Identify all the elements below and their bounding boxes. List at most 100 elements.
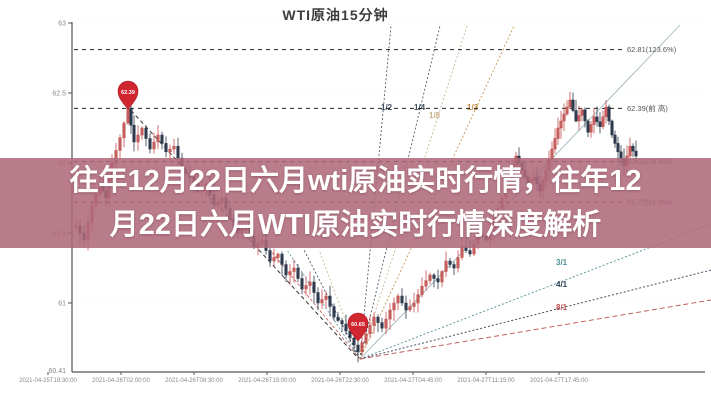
candle-body <box>132 124 136 143</box>
gann-ray <box>269 249 361 360</box>
candle-body <box>288 271 292 276</box>
x-tick-label: 2021-04-26T02:00:00 <box>92 378 150 384</box>
candle-body <box>565 106 569 115</box>
candle-body <box>292 267 296 272</box>
candle-body <box>468 250 472 255</box>
candle-body <box>592 116 596 125</box>
candle-body <box>276 253 280 258</box>
x-tick-label: 2021-04-27T17:45:00 <box>530 378 588 384</box>
candle-body <box>340 320 344 325</box>
candle-body <box>168 148 172 153</box>
gann-label: 4/1 <box>556 280 568 289</box>
candle-body <box>360 342 364 353</box>
candle-body <box>172 145 176 150</box>
candle-body <box>372 316 376 326</box>
candle-body <box>148 138 152 150</box>
headline-banner: 往年12月22日六月wti原油实时行情，往年12月22日六月WTI原油实时行情深… <box>0 158 711 248</box>
candle-body <box>628 145 632 157</box>
swing-marker[interactable]: 62.39 <box>117 80 139 110</box>
candle-body <box>316 292 320 304</box>
candle-body <box>328 295 332 307</box>
pin-price-label: 60.65 <box>351 322 365 328</box>
candle-body <box>144 127 148 139</box>
candle-body <box>364 333 368 344</box>
chart-title: WTI原油15分钟 <box>282 7 389 23</box>
candle-body <box>408 306 412 311</box>
candle-body <box>388 309 392 320</box>
candle-body <box>589 124 593 133</box>
candle-body <box>444 260 448 272</box>
gann-ray <box>359 269 711 360</box>
gann-ray <box>303 249 361 360</box>
candle-body <box>308 281 312 286</box>
candle-body <box>412 302 416 307</box>
candle-body <box>368 325 372 335</box>
pin-icon <box>117 80 139 110</box>
candle-body <box>376 316 380 323</box>
candle-body <box>460 246 464 258</box>
candle-body <box>336 316 340 321</box>
candle-body <box>562 113 566 122</box>
swing-marker[interactable]: 60.65 <box>347 312 369 342</box>
candle-body <box>156 134 160 143</box>
gann-ray <box>318 249 361 360</box>
candle-body <box>268 250 272 262</box>
candle-body <box>164 143 168 153</box>
candle-body <box>352 337 356 346</box>
gann-label: 1/4 <box>414 103 426 112</box>
y-axis-min-label: 60.41 <box>48 368 66 375</box>
candle-body <box>456 257 460 269</box>
candle-body <box>384 318 388 329</box>
candle-body <box>559 120 563 129</box>
candle-body <box>416 294 420 304</box>
y-tick-label: 62.5 <box>52 91 66 98</box>
candle-body <box>160 134 164 144</box>
candle-body <box>300 278 304 290</box>
gann-label: 3/1 <box>556 258 568 267</box>
y-tick-label: 63 <box>58 21 66 28</box>
candle-body <box>574 110 578 122</box>
candle-body <box>580 109 584 116</box>
candle-body <box>272 257 276 262</box>
candle-body <box>610 120 614 136</box>
candle-body <box>122 122 126 139</box>
pin-price-label: 62.39 <box>121 90 135 96</box>
pin-icon <box>347 312 369 342</box>
candle-body <box>140 127 144 136</box>
candle-body <box>553 138 557 150</box>
candle-body <box>400 295 404 304</box>
candle-body <box>118 137 122 151</box>
candle-body <box>129 108 133 126</box>
candle-body <box>332 306 336 318</box>
candle-body <box>152 141 156 150</box>
headline-text: 往年12月22日六月wti原油实时行情，往年12月22日六月WTI原油实时行情深… <box>69 165 642 241</box>
candle-body <box>583 109 587 122</box>
x-tick-label: 2021-04-26T08:30:00 <box>165 378 223 384</box>
candle-body <box>424 280 428 287</box>
candle-body <box>577 115 581 122</box>
candle-body <box>420 285 424 295</box>
gann-ray <box>359 299 711 360</box>
candle-body <box>126 108 130 124</box>
x-tick-label: 2021-04-27T11:15:00 <box>457 378 515 384</box>
candle-body <box>613 134 617 144</box>
candle-body <box>312 281 316 293</box>
x-tick-label: 2021-04-27T04:45:00 <box>384 378 442 384</box>
gann-label: 1/3 <box>467 103 479 112</box>
candle-body <box>436 278 440 283</box>
gann-label: 1/8 <box>429 111 441 120</box>
candle-body <box>571 99 575 111</box>
candle-body <box>604 106 608 118</box>
gann-label: 8/1 <box>556 303 568 312</box>
candle-body <box>556 127 560 139</box>
candle-body <box>634 150 638 157</box>
gann-ray <box>359 25 441 360</box>
candle-body <box>176 145 180 159</box>
candle-body <box>280 253 284 265</box>
candle-body <box>616 143 620 153</box>
candle-body <box>432 274 436 279</box>
candle-body <box>440 271 444 283</box>
candle-body <box>607 106 611 122</box>
candle-body <box>448 260 452 265</box>
